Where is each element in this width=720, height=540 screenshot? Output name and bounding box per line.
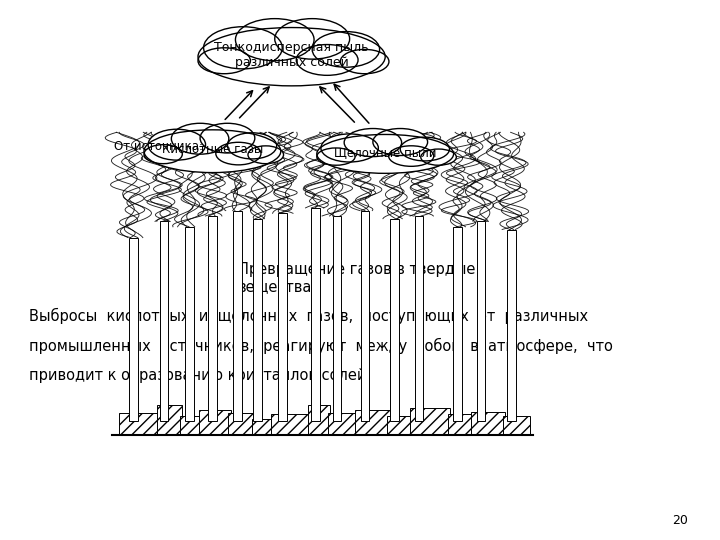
Bar: [415, 216, 423, 421]
Bar: [503, 416, 530, 435]
Text: Превращение газов в твердые
вещества: Превращение газов в твердые вещества: [238, 262, 475, 294]
Ellipse shape: [198, 28, 385, 86]
Bar: [410, 408, 450, 435]
Text: 20: 20: [672, 514, 688, 526]
Bar: [228, 413, 255, 435]
Ellipse shape: [297, 45, 358, 75]
Ellipse shape: [275, 18, 350, 59]
Bar: [157, 405, 182, 435]
Text: Тонкодисперсная пыль
различных солей: Тонкодисперсная пыль различных солей: [215, 40, 369, 69]
Bar: [199, 410, 231, 435]
Ellipse shape: [248, 146, 284, 164]
Bar: [453, 227, 462, 421]
Ellipse shape: [317, 148, 355, 165]
Ellipse shape: [400, 137, 449, 161]
Ellipse shape: [321, 134, 379, 162]
Ellipse shape: [389, 146, 433, 166]
Ellipse shape: [148, 129, 206, 160]
Bar: [333, 216, 341, 421]
Bar: [471, 412, 505, 435]
Bar: [185, 227, 194, 421]
Bar: [477, 221, 485, 421]
Bar: [507, 230, 516, 421]
Bar: [361, 211, 369, 421]
Ellipse shape: [373, 129, 428, 156]
Bar: [180, 416, 202, 435]
Bar: [233, 211, 242, 421]
Bar: [160, 221, 168, 421]
Ellipse shape: [144, 145, 182, 164]
Ellipse shape: [216, 142, 261, 165]
Ellipse shape: [420, 149, 456, 165]
Bar: [252, 418, 274, 435]
Text: Кислотные газы: Кислотные газы: [162, 143, 263, 156]
Bar: [448, 414, 473, 435]
Ellipse shape: [144, 130, 281, 173]
Bar: [129, 238, 138, 421]
Ellipse shape: [341, 50, 389, 74]
Text: Выбросы  кислотных  и  щелочных  газов,  поступающих  от  различных: Выбросы кислотных и щелочных газов, пост…: [29, 308, 588, 324]
Bar: [387, 416, 415, 435]
Text: От источника:: От источника:: [114, 140, 203, 153]
Bar: [328, 413, 357, 435]
Text: промышленных  источников,  реагируют  между  собой  в  атмосфере,  что: промышленных источников, реагируют между…: [29, 338, 613, 354]
Ellipse shape: [200, 123, 255, 153]
Bar: [308, 405, 330, 435]
Ellipse shape: [204, 26, 282, 69]
Ellipse shape: [228, 133, 276, 159]
Bar: [278, 213, 287, 421]
Ellipse shape: [312, 31, 379, 68]
Ellipse shape: [317, 134, 454, 173]
Ellipse shape: [198, 48, 251, 73]
Bar: [253, 219, 262, 421]
Text: Щелочные пыли: Щелочные пыли: [334, 146, 436, 159]
Bar: [355, 410, 390, 435]
Ellipse shape: [171, 123, 229, 154]
Bar: [119, 413, 158, 435]
Bar: [271, 414, 310, 435]
Bar: [208, 216, 217, 421]
Text: приводит к образованию кристаллов солей.: приводит к образованию кристаллов солей.: [29, 367, 371, 383]
Ellipse shape: [344, 129, 402, 157]
Bar: [390, 219, 399, 421]
Ellipse shape: [235, 18, 314, 60]
Bar: [311, 208, 320, 421]
